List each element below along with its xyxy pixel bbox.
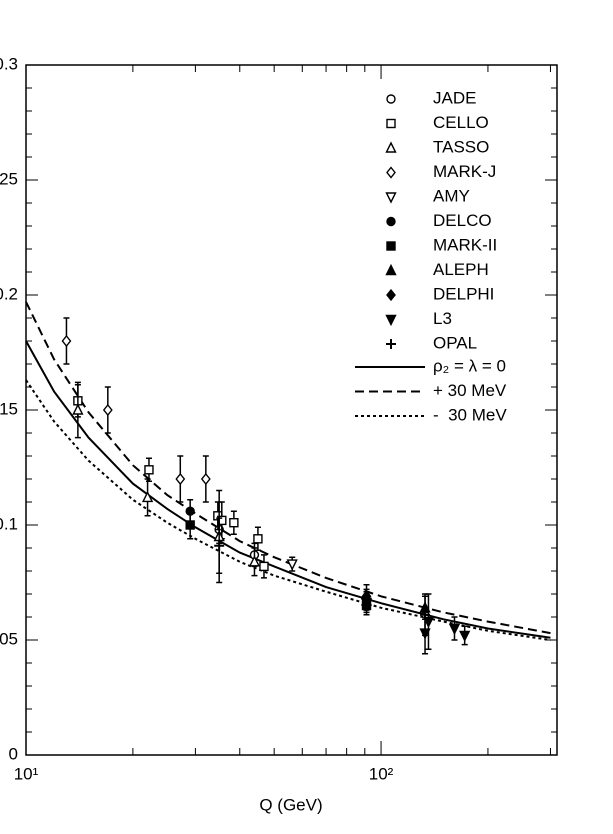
fit-curve — [25, 340, 551, 639]
legend-label: MARK-J — [433, 162, 496, 181]
data-point — [61, 334, 72, 348]
y-tick-label: 0.15 — [0, 399, 18, 418]
data-point — [175, 472, 186, 486]
legend-label: ρ₂ = λ = 0 — [433, 356, 506, 375]
data-point — [253, 534, 263, 544]
legend-label: L3 — [433, 309, 452, 328]
legend-marker — [386, 166, 396, 179]
data-point — [259, 561, 269, 572]
legend-marker — [386, 241, 396, 251]
fit-curve — [25, 379, 551, 641]
x-axis-label: Q (GeV) — [259, 795, 322, 814]
data-point — [144, 465, 154, 475]
data-point — [286, 559, 298, 571]
data-point — [141, 490, 154, 503]
y-tick-label: 0.2 — [0, 284, 18, 303]
data-point — [214, 540, 225, 551]
data-point — [361, 593, 372, 604]
legend-marker — [386, 94, 396, 104]
data-point — [217, 515, 227, 526]
legend-label: AMY — [433, 186, 470, 205]
y-tick-label: 0.25 — [0, 169, 18, 188]
data-point — [185, 520, 195, 530]
y-tick-label: 0 — [9, 744, 18, 763]
legend-label: CELLO — [433, 113, 489, 132]
data-point — [448, 623, 461, 636]
legend-label: DELPHI — [433, 284, 494, 303]
data-point — [459, 630, 471, 642]
legend-marker — [386, 288, 396, 302]
legend-label: DELCO — [433, 211, 492, 230]
legend-label: MARK-II — [433, 235, 497, 254]
legend-label: OPAL — [433, 333, 477, 352]
x-tick-label: 10¹ — [14, 764, 39, 783]
legend-label: TASSO — [433, 137, 489, 156]
y-tick-label: 0.3 — [0, 54, 18, 73]
legend-label: JADE — [433, 88, 476, 107]
data-point — [248, 555, 261, 567]
data-point — [422, 616, 435, 629]
data-point — [102, 403, 113, 417]
legend-marker — [385, 192, 397, 204]
legend-marker — [386, 118, 396, 129]
fit-curve — [25, 301, 551, 635]
legend-label: ALEPH — [433, 260, 489, 279]
y-tick-label: 0.05 — [0, 629, 18, 648]
legend-marker — [385, 263, 397, 276]
data-point — [420, 609, 431, 620]
data-point — [200, 472, 211, 486]
y-tick-label: 0.1 — [0, 514, 18, 533]
data-point — [72, 403, 84, 415]
data-point — [229, 518, 239, 528]
legend-marker — [386, 339, 396, 349]
legend-label: - 30 MeV — [433, 405, 507, 424]
legend-label: + 30 MeV — [433, 381, 507, 400]
legend-marker — [385, 314, 397, 327]
x-tick-label: 10² — [369, 764, 394, 783]
legend-marker — [386, 216, 396, 227]
legend-marker — [385, 141, 397, 153]
